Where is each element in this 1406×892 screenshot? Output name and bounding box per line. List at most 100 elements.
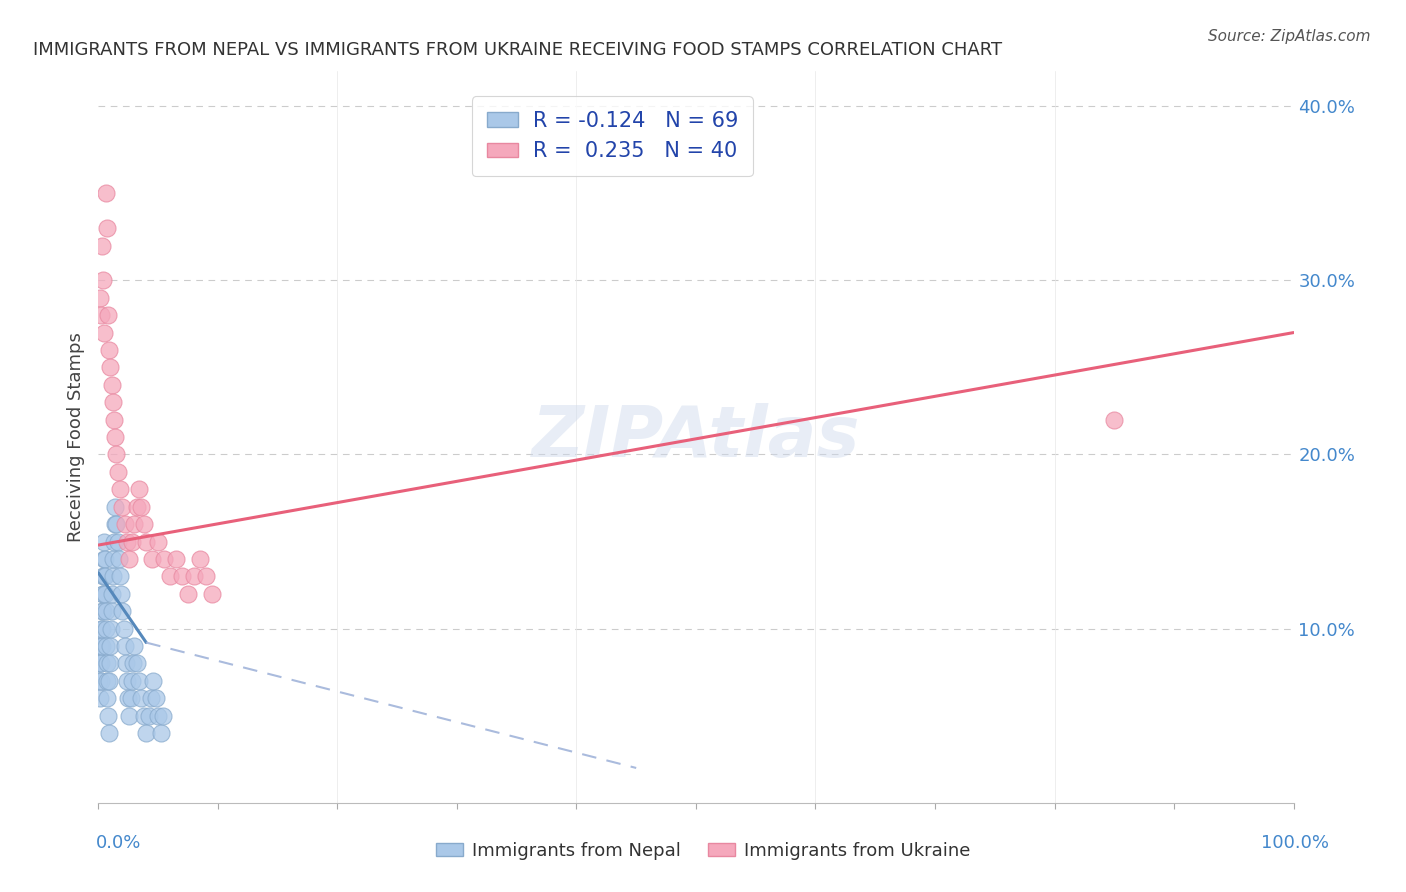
- Point: [152, 708, 174, 723]
- Point: [195, 569, 218, 583]
- Point: [159, 569, 181, 583]
- Point: [89, 673, 111, 688]
- Point: [94, 604, 117, 618]
- Point: [90, 639, 112, 653]
- Point: [93, 552, 115, 566]
- Point: [89, 691, 111, 706]
- Point: [114, 639, 136, 653]
- Point: [93, 569, 115, 583]
- Point: [94, 587, 117, 601]
- Point: [98, 657, 121, 671]
- Point: [132, 517, 155, 532]
- Point: [153, 552, 176, 566]
- Point: [94, 569, 117, 583]
- Point: [98, 673, 121, 688]
- Point: [90, 639, 112, 653]
- Point: [100, 377, 122, 392]
- Legend: R = -0.124   N = 69, R =  0.235   N = 40: R = -0.124 N = 69, R = 0.235 N = 40: [472, 96, 752, 176]
- Point: [110, 587, 132, 601]
- Point: [117, 691, 139, 706]
- Point: [118, 552, 141, 566]
- Point: [201, 587, 224, 601]
- Point: [91, 587, 114, 601]
- Point: [96, 639, 118, 653]
- Point: [96, 657, 118, 671]
- Point: [91, 569, 114, 583]
- Point: [188, 552, 211, 566]
- Point: [98, 639, 122, 653]
- Point: [145, 691, 167, 706]
- Point: [115, 534, 138, 549]
- Point: [111, 500, 134, 514]
- Point: [90, 622, 112, 636]
- Point: [105, 448, 128, 462]
- Point: [108, 483, 131, 497]
- Point: [148, 708, 170, 723]
- Point: [118, 708, 141, 723]
- Point: [149, 726, 172, 740]
- Point: [101, 395, 124, 409]
- Y-axis label: Receiving Food Stamps: Receiving Food Stamps: [66, 332, 84, 542]
- Point: [87, 657, 110, 671]
- Text: ZIPAtlas: ZIPAtlas: [531, 402, 860, 472]
- Point: [103, 552, 125, 566]
- Point: [132, 708, 155, 723]
- Point: [125, 500, 148, 514]
- Point: [103, 517, 125, 532]
- Point: [89, 291, 111, 305]
- Point: [101, 587, 124, 601]
- Point: [89, 657, 111, 671]
- Point: [104, 500, 127, 514]
- Point: [94, 186, 117, 201]
- Point: [115, 657, 138, 671]
- Point: [142, 673, 165, 688]
- Point: [97, 708, 120, 723]
- Point: [124, 639, 146, 653]
- Point: [103, 534, 125, 549]
- Point: [148, 534, 170, 549]
- Point: [131, 500, 153, 514]
- Point: [107, 534, 129, 549]
- Point: [105, 517, 128, 532]
- Point: [93, 587, 115, 601]
- Point: [112, 622, 135, 636]
- Point: [107, 465, 129, 479]
- Point: [183, 569, 205, 583]
- Point: [90, 657, 112, 671]
- Point: [93, 552, 115, 566]
- Text: 100.0%: 100.0%: [1261, 834, 1329, 852]
- Point: [91, 604, 114, 618]
- Point: [114, 517, 136, 532]
- Point: [100, 622, 122, 636]
- Point: [115, 673, 138, 688]
- Legend: Immigrants from Nepal, Immigrants from Ukraine: Immigrants from Nepal, Immigrants from U…: [429, 835, 977, 867]
- Point: [91, 604, 114, 618]
- Point: [139, 691, 162, 706]
- Point: [141, 552, 163, 566]
- Point: [96, 221, 118, 235]
- Point: [107, 552, 129, 566]
- Point: [89, 639, 111, 653]
- Point: [91, 238, 114, 252]
- Point: [135, 534, 157, 549]
- Point: [172, 569, 194, 583]
- Point: [108, 569, 131, 583]
- Point: [97, 308, 120, 322]
- Point: [121, 673, 143, 688]
- Point: [97, 726, 120, 740]
- Point: [128, 673, 150, 688]
- Point: [122, 657, 145, 671]
- Point: [128, 483, 150, 497]
- Point: [104, 430, 127, 444]
- Text: 0.0%: 0.0%: [96, 834, 141, 852]
- Point: [177, 587, 200, 601]
- Point: [93, 326, 115, 340]
- Point: [1104, 412, 1126, 426]
- Point: [98, 360, 122, 375]
- Point: [165, 552, 187, 566]
- Point: [120, 691, 142, 706]
- Point: [98, 343, 121, 357]
- Point: [135, 726, 157, 740]
- Point: [121, 534, 143, 549]
- Point: [100, 604, 122, 618]
